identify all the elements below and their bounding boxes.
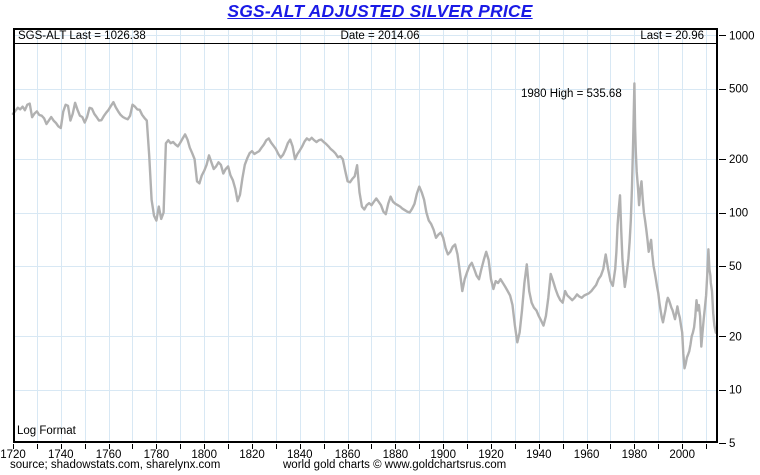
- x-axis-label: 1880: [383, 449, 409, 461]
- x-axis-label: 1780: [144, 449, 170, 461]
- x-axis-label: 2000: [669, 449, 695, 461]
- header-sgs-last-label: SGS-ALT Last = 1026.38: [18, 30, 146, 42]
- x-axis-label: 1760: [96, 449, 122, 461]
- header-last-label: Last = 20.96: [640, 30, 704, 42]
- x-axis-label: 1900: [430, 449, 456, 461]
- footer-chart-credit: world gold charts © www.goldchartsrus.co…: [283, 459, 507, 471]
- x-axis-label: 1860: [335, 449, 361, 461]
- x-axis-label: 1800: [191, 449, 217, 461]
- y-axis-label: 200: [729, 154, 748, 166]
- peak-1980-annotation: 1980 High = 535.68: [521, 88, 622, 100]
- x-axis-label: 1720: [0, 449, 26, 461]
- y-axis-label: 5: [729, 438, 735, 450]
- chart-title: SGS-ALT ADJUSTED SILVER PRICE: [227, 1, 533, 21]
- y-axis-label: 1000: [729, 30, 755, 42]
- price-series-line: [11, 82, 717, 370]
- x-axis-label: 1960: [574, 449, 600, 461]
- x-axis-label: 1980: [622, 449, 648, 461]
- plot-border: [13, 28, 718, 443]
- y-axis-label: 500: [729, 84, 748, 96]
- log-format-label: Log Format: [17, 425, 76, 437]
- footer-source-credit: source; shadowstats.com, sharelynx.com: [10, 459, 221, 471]
- y-axis-label: 100: [729, 208, 748, 220]
- x-axis-label: 1820: [239, 449, 265, 461]
- x-axis-label: 1840: [287, 449, 313, 461]
- y-axis-label: 10: [729, 385, 742, 397]
- x-axis-label: 1940: [526, 449, 552, 461]
- x-axis-label: 1740: [48, 449, 74, 461]
- x-axis-label: 1920: [478, 449, 504, 461]
- header-date-label: Date = 2014.06: [340, 30, 420, 42]
- y-axis-label: 20: [729, 331, 742, 343]
- y-axis-label: 50: [729, 261, 742, 273]
